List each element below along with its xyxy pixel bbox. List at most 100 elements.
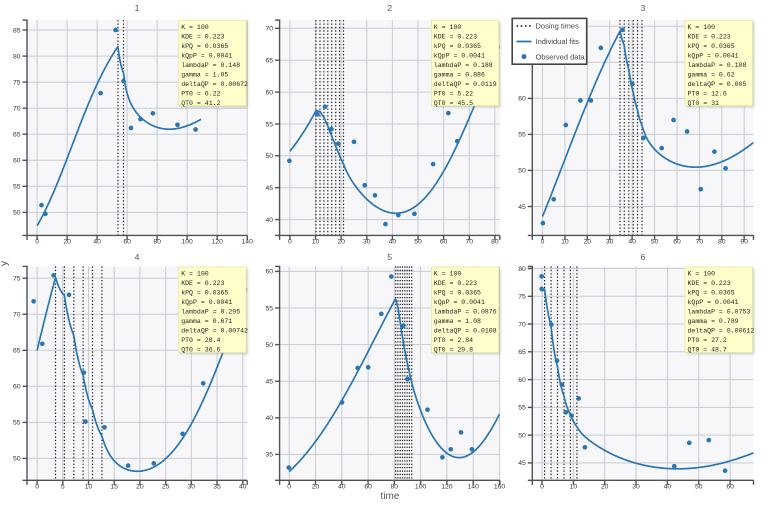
svg-text:KDE = 0.223: KDE = 0.223 xyxy=(434,33,477,40)
svg-text:KDE = 0.223: KDE = 0.223 xyxy=(688,280,731,287)
svg-text:KDE = 0.223: KDE = 0.223 xyxy=(181,280,224,287)
svg-text:40: 40 xyxy=(93,239,101,246)
svg-text:gamma = 0.671: gamma = 0.671 xyxy=(181,318,232,325)
svg-text:160: 160 xyxy=(494,483,506,490)
svg-text:PT0 = 6.22: PT0 = 6.22 xyxy=(181,90,220,97)
svg-text:PT0 = 28.4: PT0 = 28.4 xyxy=(181,337,220,344)
svg-text:kPQ = 0.0365: kPQ = 0.0365 xyxy=(181,43,228,50)
svg-text:deltaQP = 0.00742: deltaQP = 0.00742 xyxy=(181,328,248,335)
svg-text:10: 10 xyxy=(85,483,93,490)
svg-text:gamma = 1.08: gamma = 1.08 xyxy=(434,318,481,325)
svg-text:30: 30 xyxy=(363,239,371,246)
svg-text:60: 60 xyxy=(123,239,131,246)
svg-text:Individual fits: Individual fits xyxy=(536,37,580,46)
svg-text:10: 10 xyxy=(570,483,578,490)
svg-text:0: 0 xyxy=(540,483,544,490)
svg-text:30: 30 xyxy=(188,483,196,490)
svg-text:90: 90 xyxy=(740,239,748,246)
svg-text:70: 70 xyxy=(266,26,274,33)
svg-text:80: 80 xyxy=(13,53,21,60)
svg-text:10: 10 xyxy=(312,239,320,246)
svg-text:55: 55 xyxy=(13,420,21,427)
svg-text:60: 60 xyxy=(13,384,21,391)
svg-text:deltaQP = 0.0108: deltaQP = 0.0108 xyxy=(434,328,497,335)
svg-text:50: 50 xyxy=(13,210,21,217)
svg-text:50: 50 xyxy=(266,342,274,349)
svg-text:120: 120 xyxy=(212,239,224,246)
svg-text:kQpP = 0.0041: kQpP = 0.0041 xyxy=(688,299,739,306)
svg-text:20: 20 xyxy=(584,239,592,246)
svg-text:25: 25 xyxy=(162,483,170,490)
svg-text:kPQ = 0.0365: kPQ = 0.0365 xyxy=(688,290,735,297)
svg-text:kPQ = 0.0365: kPQ = 0.0365 xyxy=(181,290,228,297)
svg-text:35: 35 xyxy=(213,483,221,490)
svg-text:60: 60 xyxy=(673,239,681,246)
svg-text:80: 80 xyxy=(718,239,726,246)
svg-text:PT0 = 2.84: PT0 = 2.84 xyxy=(434,337,473,344)
svg-text:deltaQP = 0.00612: deltaQP = 0.00612 xyxy=(688,328,755,335)
svg-text:PT0 = 5.22: PT0 = 5.22 xyxy=(434,90,473,97)
svg-text:75: 75 xyxy=(13,276,21,283)
svg-text:40: 40 xyxy=(389,239,397,246)
svg-text:30: 30 xyxy=(606,239,614,246)
svg-text:60: 60 xyxy=(364,483,372,490)
svg-text:K = 100: K = 100 xyxy=(434,24,462,31)
svg-text:QT0 = 41.2: QT0 = 41.2 xyxy=(181,100,220,107)
svg-text:40: 40 xyxy=(338,483,346,490)
svg-text:55: 55 xyxy=(13,184,21,191)
svg-text:QT0 = 45.5: QT0 = 45.5 xyxy=(434,100,473,107)
svg-text:Observed data: Observed data xyxy=(536,52,586,61)
svg-text:85: 85 xyxy=(13,27,21,34)
svg-text:80: 80 xyxy=(153,239,161,246)
svg-text:65: 65 xyxy=(518,349,526,356)
svg-text:0: 0 xyxy=(541,239,545,246)
svg-text:40: 40 xyxy=(628,239,636,246)
svg-text:50: 50 xyxy=(518,168,526,175)
svg-text:40: 40 xyxy=(266,217,274,224)
svg-text:15: 15 xyxy=(110,483,118,490)
svg-text:K = 100: K = 100 xyxy=(181,24,209,31)
svg-text:50: 50 xyxy=(695,483,703,490)
svg-text:PT0 = 27.2: PT0 = 27.2 xyxy=(688,337,727,344)
svg-text:lambdaP = 0.108: lambdaP = 0.108 xyxy=(688,62,747,69)
svg-text:2: 2 xyxy=(387,3,392,13)
svg-text:5: 5 xyxy=(61,483,65,490)
svg-text:100: 100 xyxy=(181,239,193,246)
svg-text:50: 50 xyxy=(13,456,21,463)
svg-text:50: 50 xyxy=(414,239,422,246)
svg-text:3: 3 xyxy=(640,3,645,13)
svg-text:50: 50 xyxy=(651,239,659,246)
svg-text:1: 1 xyxy=(135,3,140,13)
svg-text:time: time xyxy=(381,491,400,502)
svg-text:45: 45 xyxy=(518,204,526,211)
svg-text:PT0 = 12.6: PT0 = 12.6 xyxy=(688,90,727,97)
svg-text:lambdaP = 0.188: lambdaP = 0.188 xyxy=(434,62,493,69)
svg-text:gamma = 0.789: gamma = 0.789 xyxy=(688,318,739,325)
svg-text:0: 0 xyxy=(35,483,39,490)
svg-text:10: 10 xyxy=(561,239,569,246)
svg-text:KDE = 0.223: KDE = 0.223 xyxy=(181,33,224,40)
svg-text:75: 75 xyxy=(13,79,21,86)
svg-text:55: 55 xyxy=(266,121,274,128)
svg-text:KDE = 0.223: KDE = 0.223 xyxy=(434,280,477,287)
svg-text:80: 80 xyxy=(518,266,526,273)
svg-text:deltaQP = 0.00672: deltaQP = 0.00672 xyxy=(181,81,248,88)
svg-text:60: 60 xyxy=(518,96,526,103)
svg-text:60: 60 xyxy=(518,377,526,384)
svg-text:55: 55 xyxy=(518,405,526,412)
svg-text:kPQ = 0.0365: kPQ = 0.0365 xyxy=(434,43,481,50)
svg-text:70: 70 xyxy=(13,312,21,319)
svg-text:kPQ = 0.0365: kPQ = 0.0365 xyxy=(688,43,735,50)
svg-text:lambdaP = 0.295: lambdaP = 0.295 xyxy=(181,309,240,316)
svg-text:20: 20 xyxy=(136,483,144,490)
svg-text:kQpP = 0.0041: kQpP = 0.0041 xyxy=(434,299,485,306)
svg-text:65: 65 xyxy=(266,58,274,65)
svg-text:65: 65 xyxy=(13,348,21,355)
svg-text:30: 30 xyxy=(632,483,640,490)
svg-text:KDE = 0.223: KDE = 0.223 xyxy=(688,33,731,40)
svg-text:60: 60 xyxy=(13,158,21,165)
svg-text:y: y xyxy=(0,260,10,266)
svg-text:65: 65 xyxy=(13,132,21,139)
svg-text:6: 6 xyxy=(640,252,645,262)
svg-text:QT0 = 36.6: QT0 = 36.6 xyxy=(181,347,220,354)
